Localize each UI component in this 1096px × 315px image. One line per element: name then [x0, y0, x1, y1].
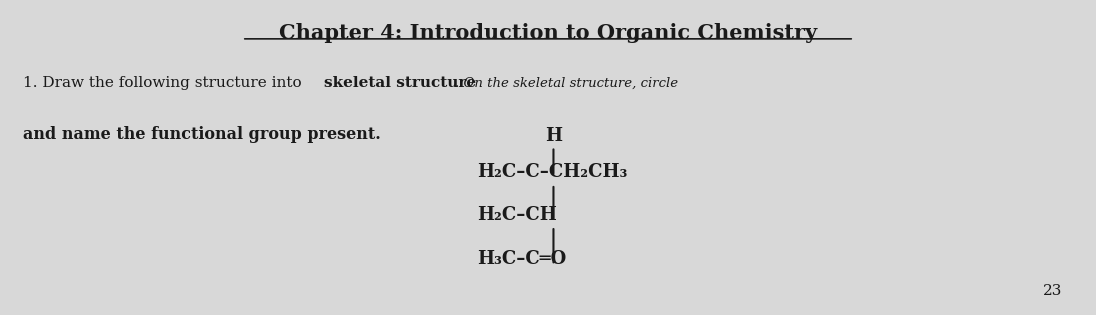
Text: H: H	[545, 127, 562, 145]
Text: Chapter 4: Introduction to Organic Chemistry: Chapter 4: Introduction to Organic Chemi…	[279, 23, 817, 43]
Text: 1. Draw the following structure into: 1. Draw the following structure into	[23, 76, 307, 90]
Text: H₃C–C═O: H₃C–C═O	[477, 250, 567, 268]
Text: H₂C–C–CH₂CH₃: H₂C–C–CH₂CH₃	[477, 163, 627, 180]
Text: H₂C–CH: H₂C–CH	[477, 206, 557, 224]
Text: 23: 23	[1042, 284, 1062, 298]
Text: . On the skeletal structure, circle: . On the skeletal structure, circle	[455, 76, 678, 89]
Text: skeletal structure: skeletal structure	[324, 76, 476, 90]
Text: and name the functional group present.: and name the functional group present.	[23, 126, 381, 143]
